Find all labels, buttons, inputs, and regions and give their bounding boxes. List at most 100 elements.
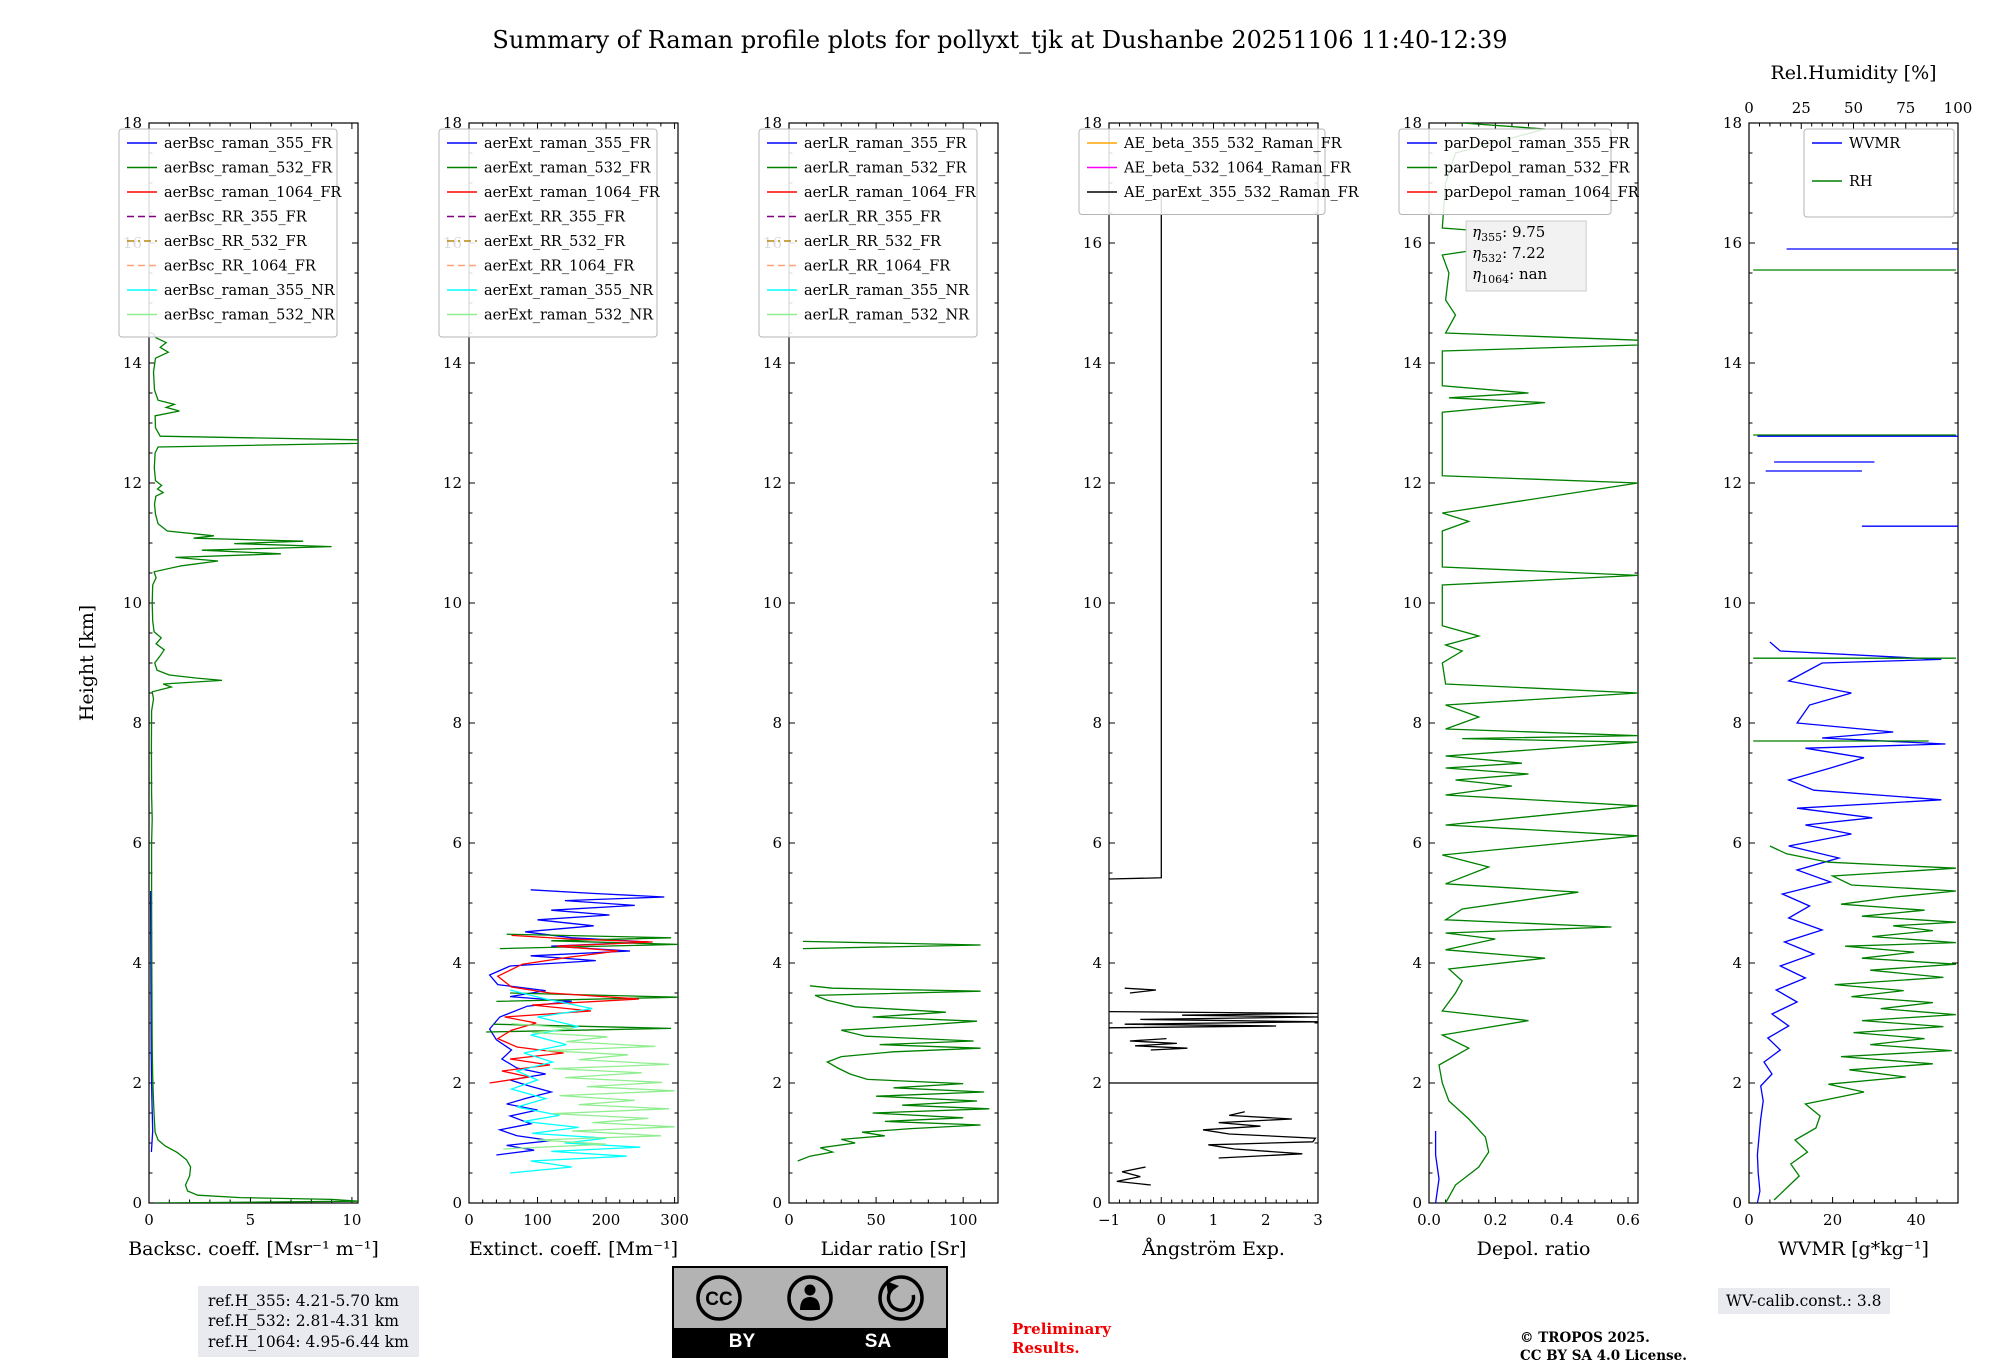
legend: WVMR RH [1803, 128, 1955, 218]
svg-text:2: 2 [1412, 1074, 1422, 1092]
series-aerBsc_raman_532_FR [150, 332, 358, 1203]
svg-text:0: 0 [1092, 1194, 1102, 1212]
svg-text:1: 1 [1209, 1211, 1219, 1229]
legend: aerBsc_raman_355_FR aerBsc_raman_532_FRae… [118, 128, 342, 338]
svg-text:18: 18 [1403, 114, 1422, 132]
svg-text:0.2: 0.2 [1483, 1211, 1507, 1229]
legend-label: aerLR_raman_532_NR [804, 308, 970, 324]
legend-label: aerBsc_RR_355_FR [164, 210, 308, 226]
y-axis-label: Height [km] [76, 605, 98, 721]
svg-text:18: 18 [763, 114, 782, 132]
series-aerExt_raman_532_NR [503, 1022, 675, 1150]
cc-license-badge[interactable]: CC BY SA [672, 1266, 948, 1358]
series-aerExt_raman_1064_FR [489, 934, 653, 1084]
cc-sharealike-arrow-icon [877, 1275, 924, 1321]
svg-text:4: 4 [1092, 954, 1102, 972]
svg-text:18: 18 [1083, 114, 1102, 132]
series-WVMR [1756, 248, 1958, 1203]
series-aerExt_raman_532_FR [486, 933, 678, 1033]
top-axis-label: Rel.Humidity [%] [1770, 62, 1936, 84]
series-RH [1753, 269, 1956, 1201]
panel-wvmr: 0 2 4 6 8 10 12 14 16 18 0 20 40 0 25 50 75 100 Rel.Humidi… [1723, 62, 1972, 1260]
svg-text:18: 18 [123, 114, 142, 132]
svg-text:12: 12 [1403, 474, 1422, 492]
svg-text:100: 100 [523, 1211, 552, 1229]
legend-label: aerLR_RR_532_FR [804, 234, 942, 250]
legend-label: aerBsc_raman_355_FR [164, 136, 333, 152]
svg-text:8: 8 [1412, 714, 1422, 732]
svg-text:75: 75 [1896, 99, 1915, 117]
svg-text:20: 20 [1823, 1211, 1842, 1229]
legend-label: aerBsc_raman_532_FR [164, 161, 333, 177]
svg-text:0: 0 [1732, 1194, 1742, 1212]
legend-label: parDepol_raman_1064_FR [1444, 185, 1640, 201]
legend-label: aerBsc_RR_1064_FR [164, 259, 317, 275]
legend-label: aerBsc_raman_355_NR [164, 283, 336, 299]
chart-depol: 0 2 4 6 8 10 12 14 16 18 0.0 0.2 0.4 0.6 Depol. ratio p… [1398, 114, 1640, 1260]
svg-text:8: 8 [1732, 714, 1742, 732]
svg-text:0: 0 [1744, 1211, 1754, 1229]
svg-text:8: 8 [1092, 714, 1102, 732]
svg-text:18: 18 [1723, 114, 1742, 132]
x-axis-label: Depol. ratio [1477, 1238, 1591, 1260]
legend-label: aerExt_RR_355_FR [484, 210, 626, 226]
legend-label: AE_parExt_355_532_Raman_FR [1123, 185, 1360, 201]
legend-label: aerExt_RR_1064_FR [484, 259, 635, 275]
series-aerBsc_raman_355_FR [149, 890, 154, 1153]
legend-label: AE_beta_532_1064_Raman_FR [1123, 161, 1352, 177]
svg-text:4: 4 [452, 954, 462, 972]
x-axis-label: Backsc. coeff. [Msr⁻¹ m⁻¹] [128, 1238, 379, 1260]
svg-text:0.0: 0.0 [1417, 1211, 1441, 1229]
legend-label: aerExt_raman_1064_FR [484, 185, 661, 201]
svg-text:6: 6 [452, 834, 462, 852]
svg-text:10: 10 [443, 594, 462, 612]
reference-heights-box: ref.H_355: 4.21-5.70 km ref.H_532: 2.81-… [198, 1286, 419, 1358]
svg-text:12: 12 [1723, 474, 1742, 492]
svg-text:300: 300 [660, 1211, 689, 1229]
svg-text:10: 10 [763, 594, 782, 612]
svg-text:100: 100 [949, 1211, 978, 1229]
series-aerLR_raman_532_FR [797, 940, 990, 1162]
cc-sa-label: SA [864, 1331, 892, 1352]
legend-label: parDepol_raman_355_FR [1444, 136, 1631, 152]
svg-text:η532: 7.22: η532: 7.22 [1472, 244, 1545, 265]
panel-backscatter: 0246810121416180510Backsc. coeff. [Msr⁻¹… [76, 114, 379, 1260]
legend-label: aerLR_RR_355_FR [804, 210, 942, 226]
series-group [149, 332, 358, 1203]
svg-text:100: 100 [1944, 99, 1973, 117]
preliminary-results-note: Preliminary Results. [1012, 1320, 1111, 1357]
legend-label: aerBsc_raman_1064_FR [164, 185, 342, 201]
panel-angstroem: 0 2 4 6 8 10 12 14 16 18 −1 0 1 2 3 Ångström Exp. AE_bet… [1078, 114, 1360, 1260]
svg-text:10: 10 [1083, 594, 1102, 612]
svg-text:CC: CC [706, 1289, 734, 1310]
svg-text:4: 4 [1412, 954, 1422, 972]
legend-label: parDepol_raman_532_FR [1444, 161, 1631, 177]
legend: aerLR_raman_355_FR aerLR_raman_532_FR aerL… [758, 128, 978, 338]
svg-text:0: 0 [772, 1194, 782, 1212]
chart-extinction: 0246810121416180100200300Extinct. coeff.… [438, 114, 689, 1260]
svg-text:8: 8 [772, 714, 782, 732]
svg-text:12: 12 [763, 474, 782, 492]
svg-text:2: 2 [132, 1074, 142, 1092]
legend-label: aerLR_raman_355_FR [804, 136, 967, 152]
svg-text:0: 0 [1156, 1211, 1166, 1229]
series-parDepol_raman_355_FR [1434, 1131, 1440, 1203]
svg-text:0: 0 [1744, 99, 1754, 117]
series-group [1753, 248, 1958, 1203]
x-axis-label: Lidar ratio [Sr] [821, 1238, 967, 1260]
svg-text:2: 2 [772, 1074, 782, 1092]
svg-text:4: 4 [1732, 954, 1742, 972]
svg-text:8: 8 [132, 714, 142, 732]
svg-text:0.4: 0.4 [1550, 1211, 1574, 1229]
svg-text:0: 0 [784, 1211, 794, 1229]
series-AE_parExt_355_532_Raman_FR [1109, 192, 1318, 1186]
figure-title: Summary of Raman profile plots for polly… [492, 26, 1508, 54]
svg-text:14: 14 [763, 354, 782, 372]
axes: 0 2 4 6 8 10 12 14 16 18 0.0 0.2 0.4 0.6 Depol. ratio [1403, 114, 1640, 1260]
svg-text:14: 14 [123, 354, 142, 372]
ref-h-1064: ref.H_1064: 4.95-6.44 km [208, 1332, 409, 1351]
legend-label: aerLR_raman_355_NR [804, 283, 970, 299]
